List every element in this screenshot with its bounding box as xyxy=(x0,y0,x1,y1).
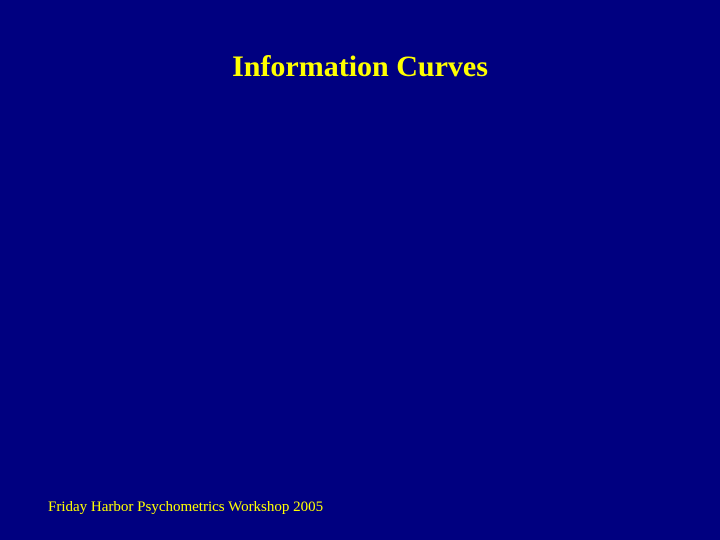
slide-title: Information Curves xyxy=(0,50,720,84)
slide-footer: Friday Harbor Psychometrics Workshop 200… xyxy=(48,499,323,516)
slide: Information Curves Friday Harbor Psychom… xyxy=(0,0,720,540)
